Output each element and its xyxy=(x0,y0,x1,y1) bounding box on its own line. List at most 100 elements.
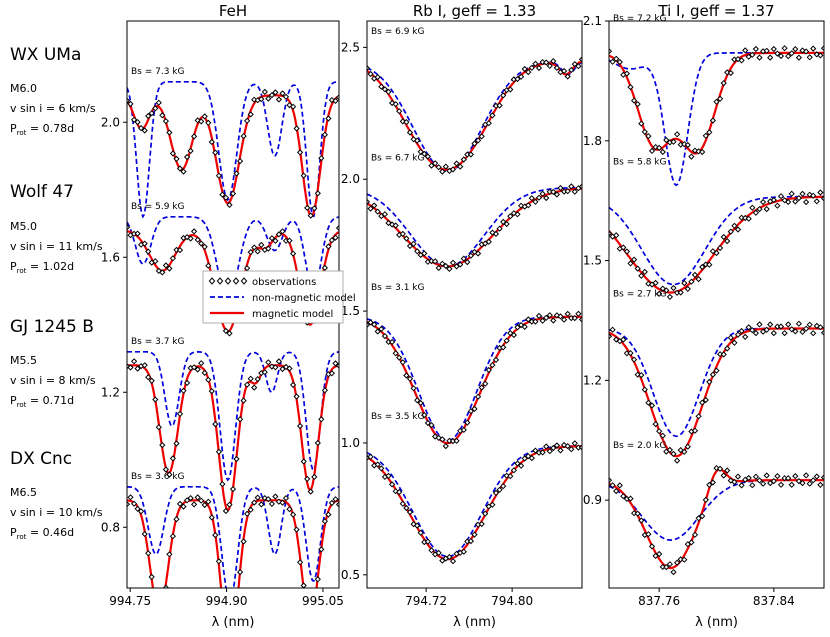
panel-title: Rb I, geff = 1.33 xyxy=(413,2,536,20)
y-tick-label: 0.5 xyxy=(341,568,360,582)
observation-point xyxy=(793,47,798,52)
observation-point xyxy=(195,495,200,500)
observation-point xyxy=(811,46,816,51)
observation-point xyxy=(761,481,766,486)
observation-point xyxy=(771,331,776,336)
observation-point xyxy=(153,397,158,402)
observation-point xyxy=(814,199,819,204)
x-tick-label: 837.84 xyxy=(753,594,795,608)
prot-value: 0.71d xyxy=(43,394,74,407)
observation-point xyxy=(270,502,275,507)
observation-point xyxy=(156,100,161,105)
observation-point xyxy=(199,498,204,503)
y-tick-label: 2.1 xyxy=(583,14,602,28)
observation-point xyxy=(779,482,784,487)
x-tick-label: 994.75 xyxy=(109,594,151,608)
observation-point xyxy=(192,502,197,507)
observation-point xyxy=(146,551,151,556)
observation-point xyxy=(750,205,755,210)
bs-label: Bs = 5.9 kG xyxy=(131,202,185,212)
plot-area xyxy=(607,46,827,575)
star-name: WX UMa xyxy=(10,45,81,65)
observation-point xyxy=(671,570,676,575)
spectrum-row-3 xyxy=(365,311,585,448)
observation-point xyxy=(789,482,794,487)
observation-point xyxy=(800,330,805,335)
observation-point xyxy=(761,200,766,205)
observation-point xyxy=(743,335,748,340)
observation-point xyxy=(782,331,787,336)
magnetic-model-line xyxy=(127,500,339,633)
x-axis-label: λ (nm) xyxy=(212,615,255,630)
star-prot: Prot = 0.46d xyxy=(10,526,74,541)
bs-label: Bs = 5.8 kG xyxy=(613,158,667,168)
bs-label: Bs = 2.7 kG xyxy=(613,290,667,300)
observation-point xyxy=(178,412,183,417)
y-tick-label: 0.9 xyxy=(583,493,602,507)
star-vsini: v sin i = 6 km/s xyxy=(10,102,96,115)
observation-point xyxy=(294,126,299,131)
observation-point xyxy=(252,385,257,390)
observation-point xyxy=(768,322,773,327)
observation-point xyxy=(757,322,762,327)
observation-point xyxy=(308,619,313,624)
observation-point xyxy=(234,457,239,462)
star-spectral-type: M5.0 xyxy=(10,220,37,233)
observation-point xyxy=(786,322,791,327)
observation-point xyxy=(617,483,622,488)
observation-point xyxy=(668,295,673,300)
observation-point xyxy=(199,361,204,366)
observation-point xyxy=(764,207,769,212)
plot-area xyxy=(125,82,342,633)
observation-point xyxy=(266,360,271,365)
observation-point xyxy=(213,533,218,538)
observation-point xyxy=(668,562,673,567)
observation-point xyxy=(675,132,680,137)
bs-label: Bs = 3.7 kG xyxy=(131,337,185,347)
observation-point xyxy=(217,449,222,454)
star-label-group-1: Wolf 47 M5.0 v sin i = 11 km/s Prot = 1.… xyxy=(10,182,103,275)
observation-point xyxy=(671,286,676,291)
observation-point xyxy=(273,494,278,499)
observation-point xyxy=(217,173,222,178)
observation-point xyxy=(266,96,271,101)
observation-point xyxy=(793,199,798,204)
star-spectral-type: M6.0 xyxy=(10,82,37,95)
observation-point xyxy=(298,150,303,155)
observation-point xyxy=(220,482,225,487)
observation-point xyxy=(132,359,137,364)
observation-point xyxy=(675,458,680,463)
legend: observations non-magnetic model magnetic… xyxy=(203,271,356,323)
observation-point xyxy=(305,609,310,614)
y-tick-label: 2.0 xyxy=(341,172,360,186)
panel-title: FeH xyxy=(219,2,247,20)
observation-point xyxy=(754,474,759,479)
observation-point xyxy=(750,483,755,488)
prot-value: 1.02d xyxy=(43,260,74,273)
star-prot: Prot = 1.02d xyxy=(10,260,74,275)
observation-point xyxy=(192,229,197,234)
nonmagnetic-model-line xyxy=(367,446,582,556)
observation-point xyxy=(739,483,744,488)
star-name: Wolf 47 xyxy=(10,182,74,202)
star-prot: Prot = 0.71d xyxy=(10,394,74,409)
observation-point xyxy=(764,473,769,478)
magnetic-model-line xyxy=(367,317,582,443)
observation-point xyxy=(782,46,787,51)
magnetic-model-line xyxy=(367,446,582,559)
observation-point xyxy=(565,312,570,317)
bs-label: Bs = 3.1 kG xyxy=(371,283,425,293)
nonmagnetic-model-line xyxy=(609,480,824,540)
observation-point xyxy=(551,318,556,323)
observation-point xyxy=(811,478,816,483)
observation-point xyxy=(779,194,784,199)
observation-point xyxy=(814,474,819,479)
star-spectral-type: M6.5 xyxy=(10,486,37,499)
observation-point xyxy=(255,249,260,254)
star-vsini: v sin i = 11 km/s xyxy=(10,240,103,253)
y-tick-label: 1.2 xyxy=(101,385,120,399)
x-axis-label: λ (nm) xyxy=(453,615,496,630)
